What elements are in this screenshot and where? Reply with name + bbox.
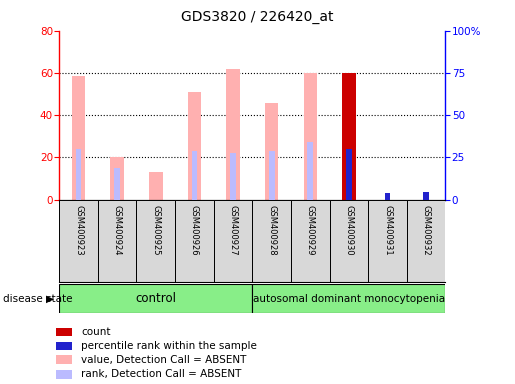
Text: value, Detection Call = ABSENT: value, Detection Call = ABSENT	[81, 355, 247, 365]
Bar	[56, 341, 72, 351]
Bar	[136, 200, 175, 282]
Bar	[269, 151, 274, 200]
Bar	[98, 200, 136, 282]
Text: GSM400931: GSM400931	[383, 205, 392, 256]
Bar	[307, 142, 313, 200]
Bar	[368, 200, 407, 282]
Bar	[56, 328, 72, 336]
Text: GDS3820 / 226420_at: GDS3820 / 226420_at	[181, 10, 334, 23]
Text: autosomal dominant monocytopenia: autosomal dominant monocytopenia	[253, 293, 445, 304]
Text: GSM400926: GSM400926	[190, 205, 199, 256]
Bar	[423, 192, 429, 200]
Text: GSM400929: GSM400929	[306, 205, 315, 256]
Bar	[291, 200, 330, 282]
Bar	[252, 284, 445, 313]
Bar	[346, 149, 352, 200]
Bar	[303, 73, 317, 200]
Bar	[330, 200, 368, 282]
Text: GSM400928: GSM400928	[267, 205, 276, 256]
Bar	[76, 149, 81, 200]
Text: GSM400932: GSM400932	[422, 205, 431, 256]
Text: GSM400924: GSM400924	[113, 205, 122, 256]
Bar	[149, 172, 163, 200]
Bar	[56, 356, 72, 364]
Bar	[110, 157, 124, 200]
Text: GSM400927: GSM400927	[229, 205, 237, 256]
Bar	[56, 370, 72, 379]
Bar	[192, 151, 197, 200]
Bar	[72, 76, 85, 200]
Text: control: control	[135, 292, 176, 305]
Bar	[230, 153, 236, 200]
Bar	[252, 200, 291, 282]
Bar	[187, 92, 201, 200]
Bar	[214, 200, 252, 282]
Text: GSM400925: GSM400925	[151, 205, 160, 256]
Bar	[114, 167, 120, 200]
Bar	[342, 73, 356, 200]
Text: percentile rank within the sample: percentile rank within the sample	[81, 341, 257, 351]
Bar	[407, 200, 445, 282]
Bar	[385, 193, 390, 200]
Text: disease state: disease state	[3, 294, 72, 304]
Text: count: count	[81, 327, 111, 337]
Bar	[226, 69, 240, 200]
Text: GSM400930: GSM400930	[345, 205, 353, 256]
Bar	[265, 103, 279, 200]
Bar	[59, 200, 98, 282]
Bar	[59, 284, 252, 313]
Text: ▶: ▶	[46, 294, 54, 304]
Text: rank, Detection Call = ABSENT: rank, Detection Call = ABSENT	[81, 369, 242, 379]
Bar	[175, 200, 214, 282]
Text: GSM400923: GSM400923	[74, 205, 83, 256]
